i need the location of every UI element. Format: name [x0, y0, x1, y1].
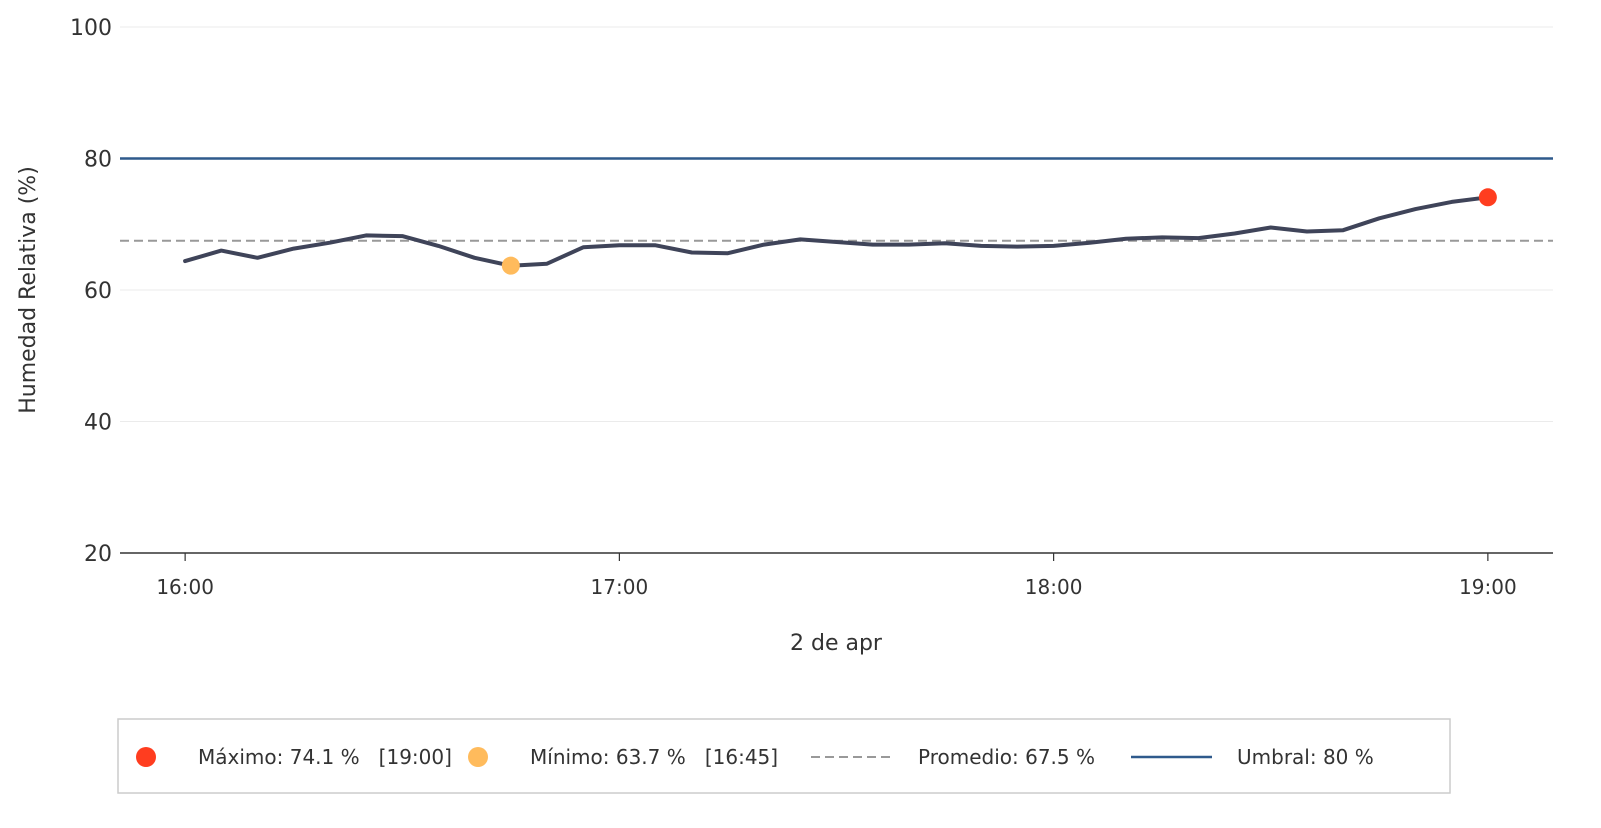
legend-minimum-label: Mínimo: 63.7 % [16:45]	[530, 745, 778, 769]
grid-lines	[120, 26, 1553, 422]
legend-threshold-label: Umbral: 80 %	[1237, 745, 1374, 769]
legend-frame	[117, 718, 1451, 794]
y-tick-label: 20	[84, 542, 112, 567]
y-tick-label: 40	[84, 411, 112, 436]
legend-minimum-swatch	[468, 747, 488, 767]
legend-maximum-label: Máximo: 74.1 % [19:00]	[198, 745, 452, 769]
legend: Máximo: 74.1 % [19:00] Mínimo: 63.7 % [1…	[117, 718, 1451, 794]
x-tick-label: 17:00	[591, 575, 649, 599]
humidity-series-line	[183, 195, 1490, 268]
y-axis-ticks: 20 40 60 80 100	[70, 16, 112, 567]
y-tick-label: 80	[84, 148, 112, 173]
legend-average-label: Promedio: 67.5 %	[918, 745, 1095, 769]
y-axis-title: Humedad Relativa (%)	[16, 166, 41, 414]
x-tick-label: 18:00	[1025, 575, 1083, 599]
maximum-marker	[1478, 188, 1497, 207]
x-tick-label: 19:00	[1459, 575, 1517, 599]
minimum-marker	[501, 256, 520, 275]
legend-maximum-swatch	[136, 747, 156, 767]
x-tick-label: 16:00	[156, 575, 214, 599]
x-axis-ticks: 16:00 17:00 18:00 19:00	[156, 553, 1517, 599]
x-axis-title: 2 de apr	[790, 631, 883, 656]
y-tick-label: 100	[70, 16, 112, 41]
y-tick-label: 60	[84, 279, 112, 304]
